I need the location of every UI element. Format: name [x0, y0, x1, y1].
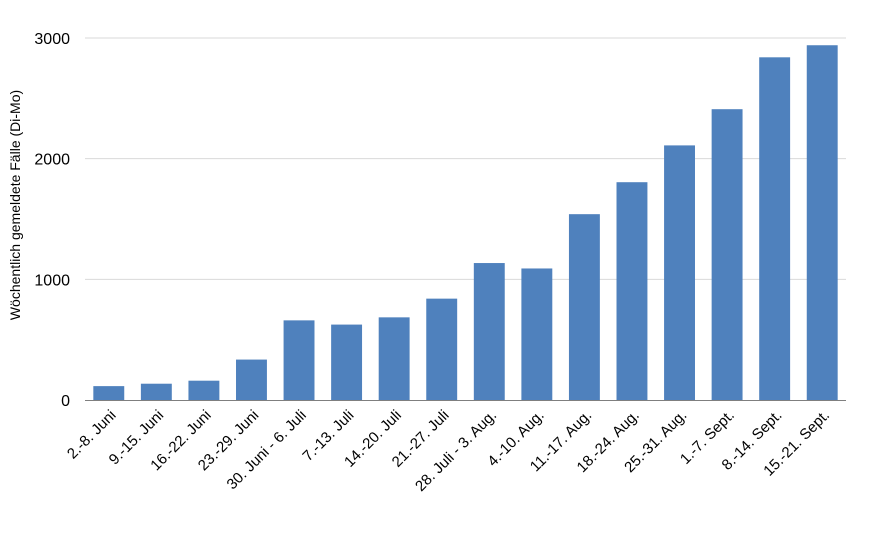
bar [806, 45, 838, 401]
bar [283, 320, 315, 400]
y-tick-label: 0 [61, 393, 70, 410]
bar [140, 383, 172, 400]
bar [521, 268, 553, 400]
bar [331, 324, 363, 400]
bar [616, 182, 648, 400]
bar [759, 57, 791, 400]
y-tick-label: 1000 [34, 272, 70, 289]
bar [426, 298, 458, 400]
bar [711, 109, 743, 401]
bar [188, 380, 220, 400]
bar [236, 359, 267, 400]
y-axis-ticks: 0 1000 2000 3000 [34, 31, 70, 410]
bars [93, 45, 838, 401]
bar [378, 317, 410, 400]
bar [664, 145, 695, 400]
bar [473, 263, 505, 400]
bar [93, 386, 125, 400]
y-axis-title: Wöchentlich gemeldete Fälle (Di-Mo) [7, 90, 23, 320]
y-tick-label: 2000 [34, 152, 70, 169]
x-tick-label: 28. Juli - 3. Aug. [412, 407, 500, 495]
y-tick-label: 3000 [34, 31, 70, 48]
bar [568, 214, 600, 400]
